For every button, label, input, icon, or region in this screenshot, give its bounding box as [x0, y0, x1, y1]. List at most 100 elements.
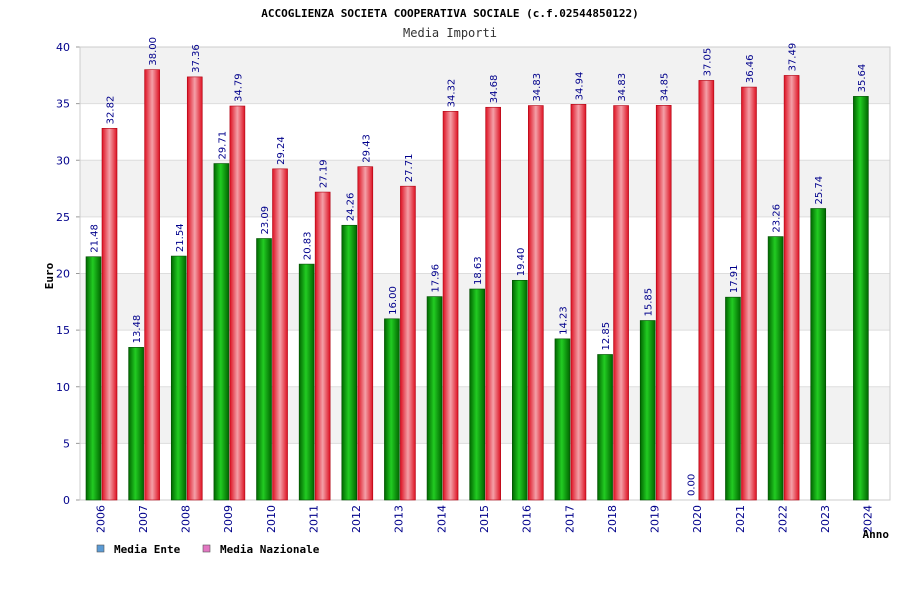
bar-ente-2017 — [554, 338, 571, 501]
value-label-ente-2015: 18.63 — [473, 256, 484, 285]
legend-swatch-0 — [96, 544, 105, 553]
bar-nazionale-2010 — [272, 168, 288, 501]
value-label-ente-2009: 29.71 — [217, 131, 228, 160]
value-label-nazionale-2007: 38.00 — [148, 37, 159, 66]
bar-nazionale-2022 — [783, 75, 800, 501]
bar-nazionale-2018 — [613, 105, 629, 501]
bar-nazionale-2020 — [698, 80, 715, 501]
value-label-nazionale-2017: 34.94 — [574, 72, 585, 101]
value-label-nazionale-2016: 34.83 — [532, 73, 543, 102]
legend: Media Ente Media Nazionale — [96, 543, 320, 556]
x-tick-label-2018: 2018 — [606, 505, 619, 533]
bar-ente-2013 — [384, 318, 400, 501]
value-label-ente-2021: 17.91 — [729, 265, 740, 294]
value-label-ente-2017: 14.23 — [558, 306, 569, 335]
bar-ente-2016 — [512, 279, 528, 501]
x-axis-label: Anno — [863, 528, 890, 541]
value-label-nazionale-2014: 34.32 — [447, 79, 458, 108]
bar-nazionale-2013 — [400, 185, 416, 501]
bar-nazionale-2006 — [101, 128, 118, 501]
bar-ente-2023 — [810, 208, 827, 501]
bar-ente-2006 — [85, 256, 102, 501]
y-tick-label: 40 — [56, 41, 70, 54]
bar-nazionale-2016 — [528, 105, 544, 501]
chart-subtitle: Media Importi — [403, 26, 497, 40]
bar-ente-2022 — [767, 236, 784, 501]
value-label-ente-2018: 12.85 — [601, 322, 612, 351]
bar-nazionale-2007 — [144, 69, 160, 501]
x-tick-label-2015: 2015 — [478, 505, 491, 533]
bar-ente-2024 — [853, 96, 869, 501]
x-tick-label-2016: 2016 — [521, 505, 534, 533]
value-label-ente-2011: 20.83 — [303, 231, 314, 260]
value-label-ente-2023: 25.74 — [814, 176, 825, 205]
y-tick-label: 30 — [56, 154, 70, 167]
x-tick-label-2017: 2017 — [563, 505, 576, 533]
bar-nazionale-2021 — [741, 86, 757, 501]
bar-ente-2019 — [639, 320, 656, 501]
legend-swatch-1 — [202, 544, 211, 553]
y-tick-label: 35 — [56, 98, 70, 111]
y-tick-label: 15 — [56, 324, 70, 337]
x-tick-label-2007: 2007 — [137, 505, 150, 533]
value-label-ente-2016: 19.40 — [516, 248, 527, 277]
bar-nazionale-2012 — [357, 166, 374, 501]
x-tick-label-2021: 2021 — [734, 505, 747, 533]
value-label-ente-2024: 35.64 — [857, 64, 868, 93]
x-tick-label-2013: 2013 — [393, 505, 406, 533]
x-tick-label-2010: 2010 — [265, 505, 278, 533]
value-label-nazionale-2011: 27.19 — [319, 159, 330, 188]
value-label-nazionale-2021: 36.46 — [745, 54, 756, 83]
y-tick-label: 20 — [56, 268, 70, 281]
bar-ente-2011 — [298, 263, 315, 501]
value-label-ente-2008: 21.54 — [175, 223, 186, 252]
bar-ente-2021 — [725, 296, 741, 501]
value-label-nazionale-2009: 34.79 — [233, 73, 244, 102]
legend-label-0: Media Ente — [114, 543, 181, 556]
chart-title: ACCOGLIENZA SOCIETA COOPERATIVA SOCIALE … — [261, 7, 639, 20]
x-tick-label-2024: 2024 — [862, 505, 875, 533]
value-label-nazionale-2010: 29.24 — [276, 136, 287, 165]
value-label-ente-2012: 24.26 — [345, 193, 356, 222]
bar-nazionale-2019 — [655, 105, 672, 501]
value-label-nazionale-2013: 27.71 — [404, 154, 415, 183]
value-label-ente-2013: 16.00 — [388, 286, 399, 315]
bar-nazionale-2015 — [485, 106, 501, 501]
value-label-ente-2010: 23.09 — [260, 206, 271, 235]
value-label-nazionale-2022: 37.49 — [788, 43, 799, 72]
x-tick-label-2008: 2008 — [180, 505, 193, 533]
x-tick-label-2023: 2023 — [819, 505, 832, 533]
value-label-ente-2020: 0.00 — [686, 474, 697, 496]
y-axis-label: Euro — [43, 262, 56, 289]
x-tick-label-2022: 2022 — [776, 505, 789, 533]
value-label-nazionale-2019: 34.85 — [660, 73, 671, 102]
bar-nazionale-2017 — [570, 104, 587, 501]
value-label-ente-2022: 23.26 — [772, 204, 783, 233]
value-label-ente-2019: 15.85 — [644, 288, 655, 317]
bar-nazionale-2014 — [442, 111, 459, 501]
bar-ente-2010 — [256, 238, 272, 501]
y-tick-label: 5 — [63, 437, 70, 450]
value-label-nazionale-2008: 37.36 — [191, 44, 202, 73]
value-label-nazionale-2012: 29.43 — [361, 134, 372, 163]
x-tick-label-2014: 2014 — [435, 505, 448, 533]
bar-ente-2008 — [170, 255, 187, 501]
value-label-ente-2007: 13.48 — [132, 315, 143, 344]
bar-ente-2009 — [213, 163, 230, 501]
legend-label-1: Media Nazionale — [220, 543, 320, 556]
x-tick-label-2019: 2019 — [649, 505, 662, 533]
x-tick-label-2006: 2006 — [94, 505, 107, 533]
bar-ente-2007 — [128, 347, 144, 501]
value-label-ente-2006: 21.48 — [90, 224, 101, 253]
y-tick-label: 25 — [56, 211, 70, 224]
value-label-nazionale-2018: 34.83 — [617, 73, 628, 102]
x-tick-label-2012: 2012 — [350, 505, 363, 533]
bar-ente-2012 — [341, 224, 358, 501]
bar-ente-2015 — [469, 288, 485, 501]
y-tick-label: 10 — [56, 381, 70, 394]
bar-ente-2014 — [426, 296, 443, 501]
bar-nazionale-2011 — [314, 191, 331, 501]
plot-border — [79, 46, 891, 501]
y-tick-label: 0 — [63, 494, 70, 507]
